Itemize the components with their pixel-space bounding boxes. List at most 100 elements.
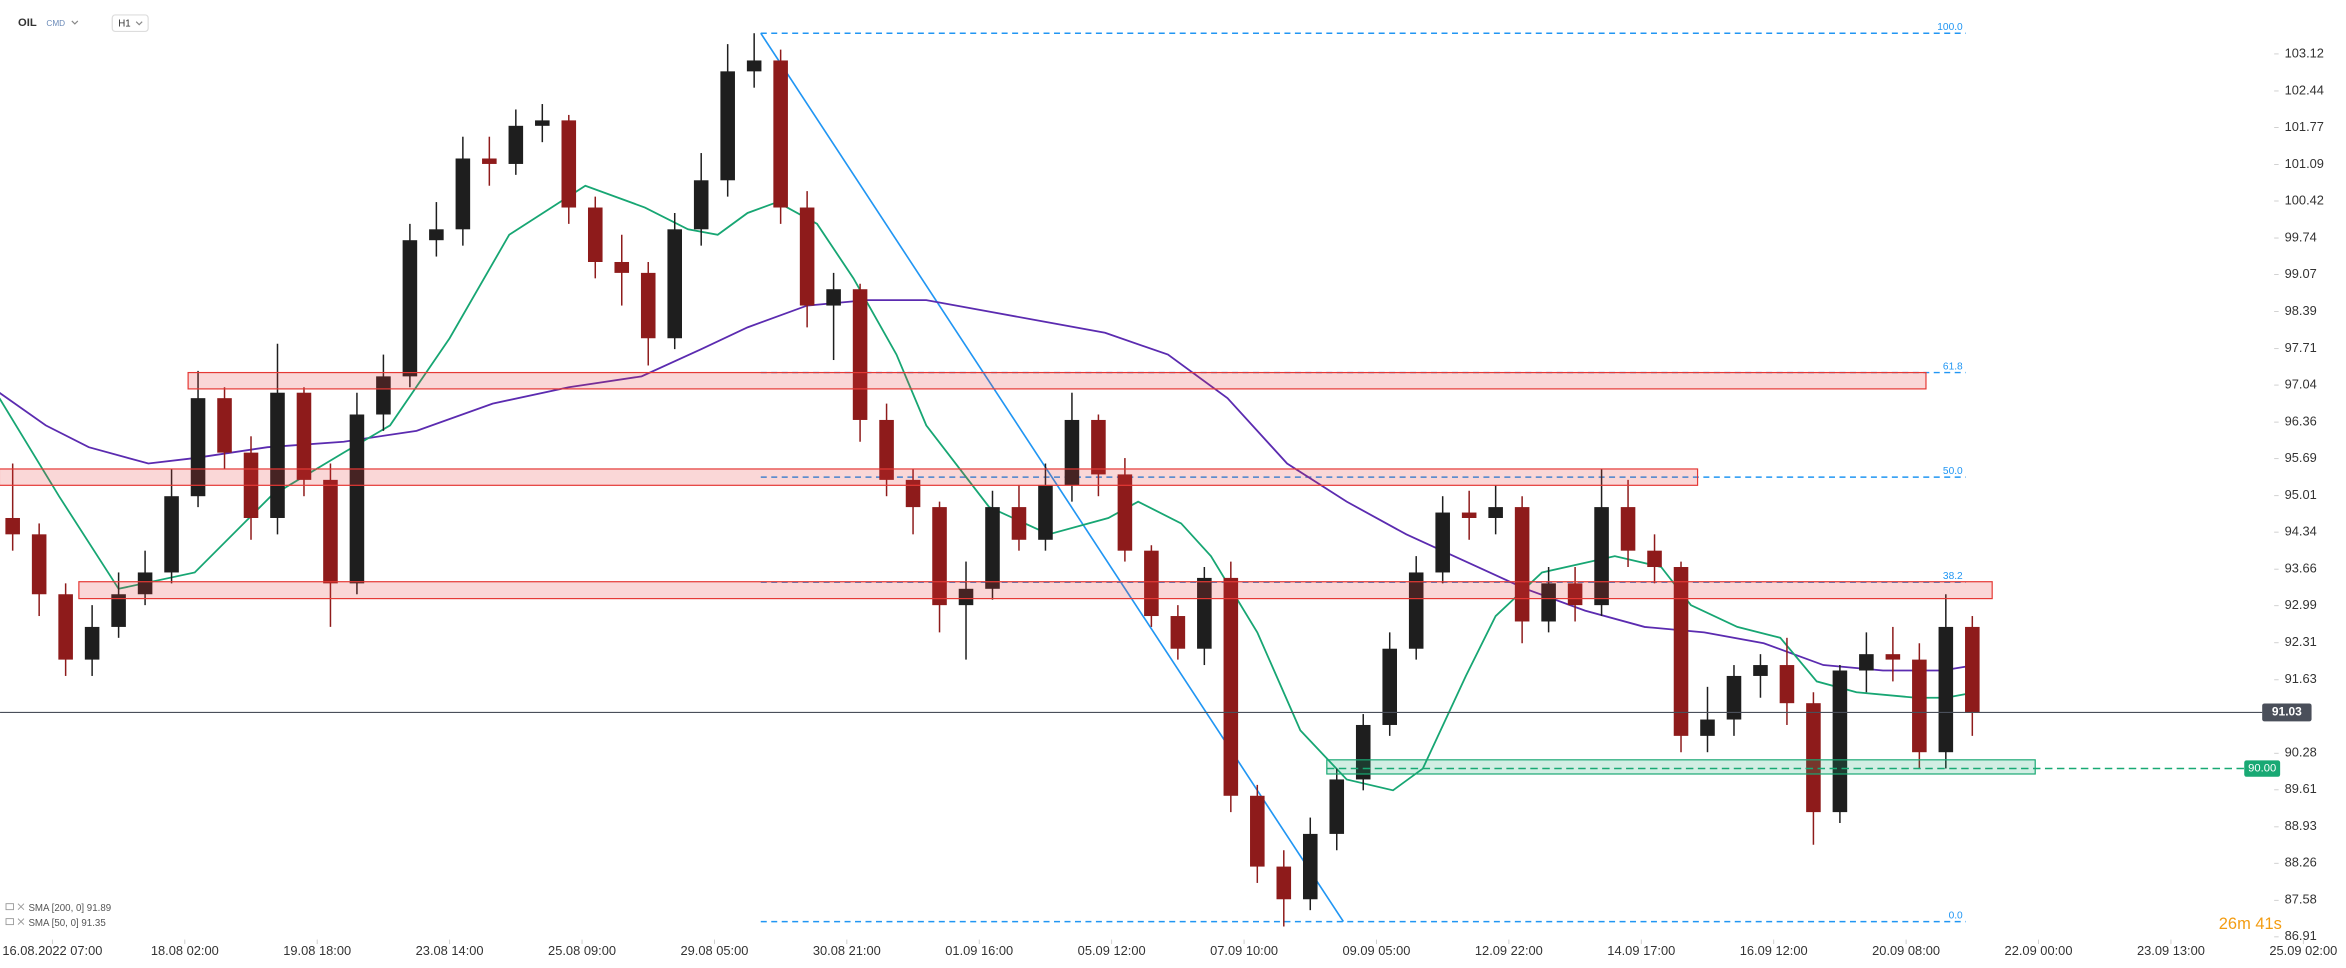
fib-label: 61.8 [1943, 361, 1963, 372]
candle-body [561, 120, 577, 208]
legend-name: SMA [50, 0] [28, 918, 78, 929]
candle-body [376, 376, 391, 415]
timeframe-box[interactable] [111, 14, 149, 33]
candle-body [1567, 583, 1583, 606]
candle-body [1117, 474, 1133, 551]
candle-body [1382, 648, 1398, 725]
x-tick-label: 25.09 02:00 [2269, 943, 2337, 958]
price-zone [1326, 759, 2036, 775]
legend-icon[interactable] [17, 918, 25, 925]
last-price-badge [2262, 703, 2312, 722]
plot-area: 103.12 102.44 101.77 101.09 100.42 99.74 99.07… [0, 22, 2337, 958]
y-tick-label: 90.28 [2285, 745, 2317, 760]
y-tick-label: 87.58 [2285, 892, 2317, 907]
candle-body [614, 261, 630, 273]
candle-body [402, 240, 418, 377]
candle-body [985, 507, 1000, 589]
dropdown-icon[interactable] [135, 21, 143, 26]
x-tick-label: 16.09 12:00 [1740, 943, 1808, 958]
candle-body [1806, 703, 1821, 813]
x-tick-label: 22.09 00:00 [2005, 943, 2073, 958]
candle-body [296, 392, 312, 480]
y-tick-label: 101.77 [2285, 119, 2324, 134]
candle-body [905, 479, 921, 508]
price-zone [0, 468, 1699, 486]
y-tick-label: 92.99 [2285, 597, 2317, 612]
candle-body [1514, 507, 1530, 622]
fib-label: 50.0 [1943, 466, 1963, 477]
candle-body [1435, 512, 1450, 573]
market: CMD [46, 19, 65, 28]
x-tick-label: 23.08 14:00 [416, 943, 484, 958]
y-tick-label: 86.91 [2285, 928, 2317, 943]
candle-body [137, 572, 153, 595]
candle-body [1859, 654, 1874, 671]
candle-body [958, 588, 974, 606]
fib-label: 38.2 [1943, 571, 1963, 582]
candle-body [1276, 866, 1292, 900]
legend-icon[interactable] [5, 918, 14, 926]
timeframe[interactable]: H1 [118, 19, 130, 30]
legend-entry: SMA [200, 0] 91.89 [28, 903, 111, 914]
y-tick-label: 91.63 [2285, 671, 2317, 686]
x-tick-label: 14.09 17:00 [1607, 943, 1675, 958]
candle-body [720, 71, 735, 181]
candle-body [1302, 833, 1318, 900]
legend-icon[interactable] [5, 903, 14, 911]
x-tick-label: 30.08 21:00 [813, 943, 881, 958]
x-tick-label: 01.09 16:00 [945, 943, 1013, 958]
candle-body [640, 272, 656, 339]
dropdown-icon[interactable] [71, 20, 79, 25]
y-tick-label: 99.74 [2285, 229, 2317, 244]
candle-body [31, 534, 47, 595]
candle-body [1038, 485, 1053, 540]
candle-body [932, 507, 947, 606]
candle-body [852, 289, 868, 420]
y-tick-label: 93.66 [2285, 561, 2317, 576]
x-tick-label: 18.08 02:00 [151, 943, 219, 958]
y-tick-label: 102.44 [2285, 82, 2324, 97]
x-tick-label: 07.09 10:00 [1210, 943, 1278, 958]
candle-body [508, 125, 524, 164]
candle-body [1753, 665, 1768, 676]
candle-body [1885, 654, 1901, 660]
legend: SMA [200, 0] 91.89 SMA [50, 0] 91.35 [5, 903, 111, 929]
sma-line [0, 184, 1976, 792]
candle-body [482, 158, 497, 164]
y-tick-label: 97.71 [2285, 340, 2317, 355]
candle-body [1541, 583, 1556, 622]
price-zone [187, 371, 1927, 390]
candle-body [535, 120, 550, 126]
candle-body [667, 229, 682, 339]
candle-body [455, 158, 471, 230]
x-tick-label: 16.08.2022 07:00 [2, 943, 102, 958]
candle-body [1011, 507, 1027, 540]
y-tick-label: 101.09 [2285, 156, 2324, 171]
y-tick-label: 95.01 [2285, 487, 2317, 502]
candle-body [826, 289, 841, 306]
candle-body [1250, 795, 1265, 867]
legend-icon[interactable] [17, 903, 25, 910]
x-tick-label: 05.09 12:00 [1078, 943, 1146, 958]
candle-body [799, 207, 815, 306]
candle-body [1594, 507, 1609, 606]
candle-body [1197, 577, 1212, 649]
candle-body [1938, 626, 1954, 753]
symbol[interactable]: OIL [18, 17, 37, 29]
price-zone [78, 581, 1993, 600]
y-tick-label: 99.07 [2285, 266, 2317, 281]
candle-body [5, 517, 20, 535]
candle-body [693, 180, 709, 230]
candle-body [879, 419, 894, 480]
candle-body [1832, 670, 1848, 813]
candle-body [1647, 550, 1662, 568]
y-tick-label: 97.04 [2285, 376, 2317, 391]
candle-body [1223, 577, 1239, 796]
candle-body [1965, 626, 1980, 713]
legend-value: 91.89 [87, 903, 111, 914]
candle-body [164, 496, 179, 573]
x-tick-label: 09.09 05:00 [1343, 943, 1411, 958]
x-tick-label: 19.08 18:00 [283, 943, 351, 958]
